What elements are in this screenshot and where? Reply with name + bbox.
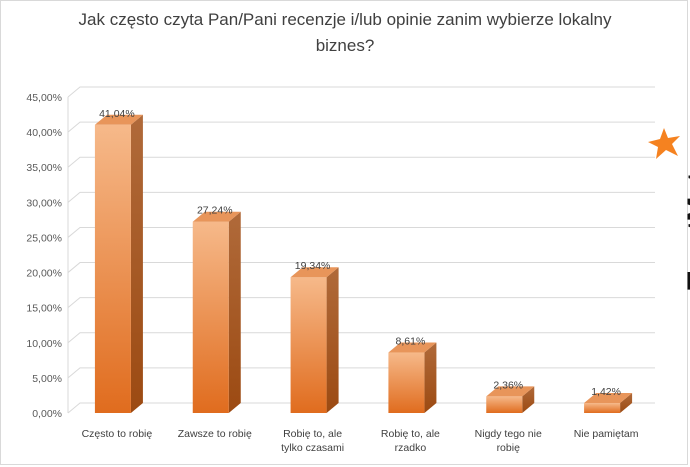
y-tick-label: 45,00% xyxy=(26,92,62,104)
bar-front xyxy=(584,403,621,413)
y-tick-label: 35,00% xyxy=(26,162,62,174)
gridline xyxy=(67,156,655,168)
trustmate-logo: TrustMate xyxy=(620,120,690,295)
gridline xyxy=(67,262,655,273)
bar-top xyxy=(388,342,437,353)
x-tick-label: Nie pamiętam xyxy=(574,428,639,440)
gridline xyxy=(67,121,655,133)
bar-front xyxy=(192,221,229,413)
y-tick-label: 15,00% xyxy=(26,303,62,315)
x-tick-label: Nigdy tego nie robię xyxy=(475,428,542,454)
bar-top xyxy=(290,267,339,278)
bar xyxy=(192,211,241,413)
gridline xyxy=(67,226,655,238)
bar-side xyxy=(326,267,339,413)
x-tick-label: Często to robię xyxy=(82,428,153,440)
bar xyxy=(584,393,633,413)
bar-front xyxy=(290,277,327,413)
star-icon xyxy=(648,128,680,159)
gridline xyxy=(67,191,655,203)
logo-text: TrustMate xyxy=(682,157,690,290)
bar-side xyxy=(522,386,535,413)
data-label: 27,24% xyxy=(197,205,233,217)
x-tick-label: Zawsze to robię xyxy=(178,428,252,440)
bar-top xyxy=(584,393,633,404)
gridline xyxy=(67,332,655,344)
gridline xyxy=(67,86,655,98)
x-tick-label: Robię to, ale tylko czasami xyxy=(281,428,344,454)
bar-side xyxy=(130,114,143,414)
bar-side xyxy=(620,393,633,413)
bar-front xyxy=(94,124,131,414)
data-label: 41,04% xyxy=(99,108,135,120)
data-label: 19,34% xyxy=(295,260,331,272)
gridline xyxy=(67,367,655,379)
y-tick-label: 5,00% xyxy=(32,373,62,385)
y-tick-label: 30,00% xyxy=(26,197,62,209)
y-tick-label: 40,00% xyxy=(26,127,62,139)
bar xyxy=(388,342,437,413)
bar-front xyxy=(388,352,425,413)
y-tick-label: 20,00% xyxy=(26,268,62,280)
chart-title-line-2: biznes? xyxy=(315,36,375,55)
bar xyxy=(290,267,339,413)
bar-top xyxy=(94,114,143,125)
x-tick-label: Robię to, ale rzadko xyxy=(381,428,440,454)
bar-side xyxy=(228,211,241,413)
y-tick-label: 10,00% xyxy=(26,338,62,350)
bar-top xyxy=(486,386,535,397)
gridline xyxy=(67,297,655,309)
y-tick-label: 0,00% xyxy=(32,408,62,420)
bar-side xyxy=(424,342,437,413)
bar-top xyxy=(192,211,241,222)
y-tick-label: 25,00% xyxy=(26,232,62,244)
chart-title-line-1: Jak często czyta Pan/Pani recenzje i/lub… xyxy=(78,10,612,29)
data-label: 1,42% xyxy=(591,386,621,398)
bar xyxy=(94,114,143,414)
data-label: 2,36% xyxy=(493,379,523,391)
bar xyxy=(486,386,535,413)
bar-front xyxy=(486,396,523,413)
gridline xyxy=(67,402,655,414)
data-label: 8,61% xyxy=(396,336,426,348)
